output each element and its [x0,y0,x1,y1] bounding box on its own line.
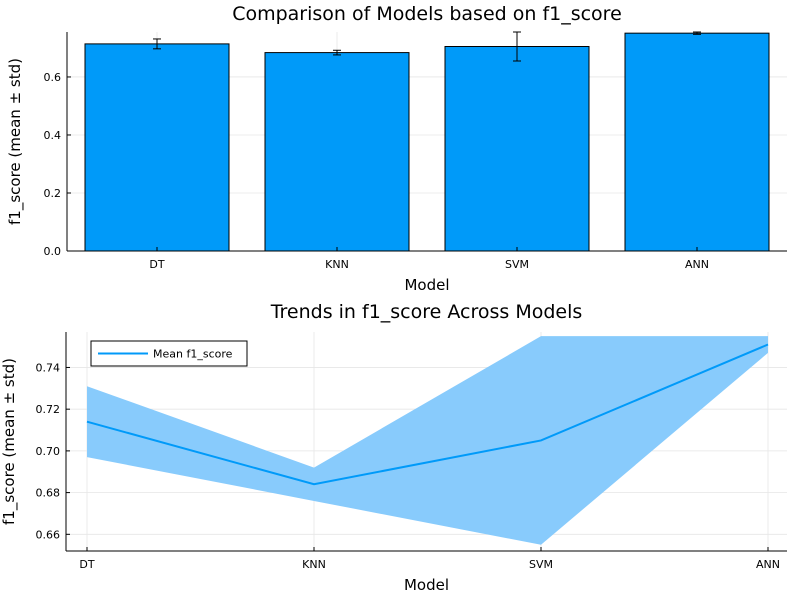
x-axis-label: Model [404,276,449,294]
y-axis-label: f1_score (mean ± std) [0,358,19,525]
line-chart: 0.66 0.68 0.70 0.72 0.74 DT KNN SVM ANN Mean f1_s… [0,301,787,594]
x-tick-label: DT [79,558,94,571]
chart-title: Trends in f1_score Across Models [270,301,583,323]
y-axis-label: f1_score (mean ± std) [6,58,25,225]
bar-knn [264,52,410,252]
y-tick-label: 0.70 [36,445,61,458]
legend-label: Mean f1_score [153,348,233,361]
bar-chart: 0.0 0.2 0.4 0.6 DT KNN SVM ANN Comparison of Mod… [6,3,787,294]
bar-ann [624,32,770,252]
y-tick-label: 0.4 [44,129,62,142]
std-band [87,336,768,545]
x-tick-label: KNN [325,258,349,271]
x-tick-label: ANN [685,258,709,271]
x-axis-label: Model [404,576,449,594]
y-tick-label: 0.72 [36,403,61,416]
y-tick-label: 0.66 [36,528,61,541]
y-tick-label: 0.2 [44,187,62,200]
chart-title: Comparison of Models based on f1_score [232,3,622,25]
x-tick-label: SVM [505,258,529,271]
y-tick-label: 0.0 [44,245,62,258]
x-tick-label: SVM [529,558,553,571]
y-tick-label: 0.68 [36,487,61,500]
legend: Mean f1_score [90,340,248,367]
bar-svm [444,46,590,252]
x-tick-label: DT [149,258,164,271]
mean-line [86,343,769,486]
bar-dt [84,43,230,252]
x-tick-label: KNN [302,558,326,571]
y-tick-label: 0.74 [36,361,61,374]
y-tick-label: 0.6 [44,71,62,84]
x-tick-label: ANN [756,558,780,571]
